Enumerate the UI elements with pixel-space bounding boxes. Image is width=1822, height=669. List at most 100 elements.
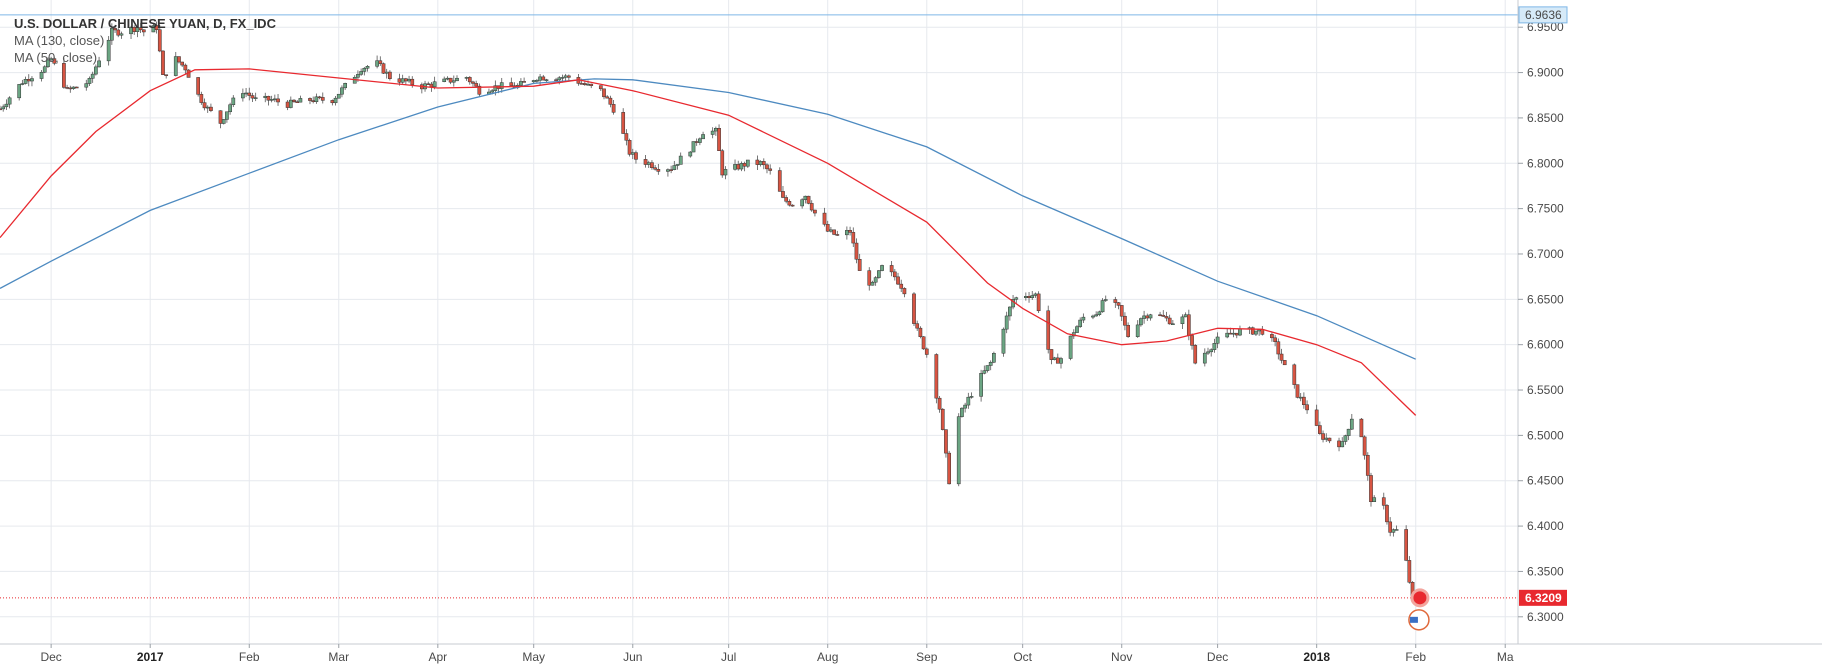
candle-down — [1145, 315, 1150, 319]
candle-down — [0, 108, 2, 111]
candle-up — [39, 71, 44, 79]
candle-down — [611, 104, 616, 113]
candle-up — [956, 416, 961, 485]
candle-down — [813, 209, 817, 214]
chart-symbol-title[interactable]: U.S. DOLLAR / CHINESE YUAN, D, FX_IDC — [14, 16, 276, 31]
candle-up — [244, 92, 248, 95]
candle-up — [106, 39, 111, 62]
candle-down — [541, 76, 546, 81]
candle-up — [288, 99, 293, 108]
candle-down — [381, 63, 386, 74]
candle-down — [653, 167, 657, 170]
candle-down — [1228, 332, 1233, 335]
candle-up — [314, 96, 319, 102]
candle-up — [531, 80, 536, 83]
candle-up — [445, 77, 450, 80]
candle-up — [119, 33, 124, 36]
candle-down — [944, 429, 948, 454]
candle-up — [1225, 332, 1230, 338]
price-axis-panel[interactable] — [1518, 0, 1822, 644]
candle-up — [30, 78, 34, 82]
candle-down — [250, 95, 255, 99]
legend-ma50[interactable]: MA (50, close) — [14, 50, 98, 65]
candle-down — [292, 99, 296, 102]
candle-down — [784, 197, 789, 202]
candle-up — [698, 138, 702, 143]
candle-down — [605, 96, 610, 99]
candle-down — [835, 234, 840, 236]
candle-up — [110, 28, 114, 41]
candle-up — [1324, 437, 1329, 440]
candle-up — [1078, 319, 1083, 327]
candle-down — [1046, 310, 1051, 350]
candle-up — [982, 370, 987, 374]
candle-down — [787, 201, 792, 206]
candle-down — [694, 141, 699, 143]
candle-down — [947, 452, 951, 485]
candle-down — [1362, 436, 1367, 456]
candle-down — [1385, 505, 1389, 523]
candle-up — [1148, 314, 1153, 319]
last-price-dot — [1410, 588, 1430, 608]
ma130-line — [0, 78, 1416, 360]
candle-down — [199, 94, 204, 103]
candle-down — [1036, 293, 1041, 312]
candle-down — [634, 152, 638, 160]
candle-down — [1049, 349, 1054, 360]
chart-legend: U.S. DOLLAR / CHINESE YUAN, D, FX_IDC MA… — [14, 15, 276, 66]
candle-down — [471, 81, 475, 84]
candle-down — [1193, 345, 1198, 364]
candle-up — [464, 77, 469, 79]
candle-up — [544, 79, 549, 81]
candle-down — [598, 85, 603, 90]
candle-down — [902, 288, 907, 295]
x-tick-label: Jun — [623, 650, 642, 664]
candle-down — [183, 64, 188, 71]
candle-up — [1180, 316, 1185, 325]
candle-down — [180, 61, 185, 66]
candle-down — [161, 50, 165, 75]
candle-up — [1030, 295, 1035, 298]
ma50-line — [0, 68, 1417, 416]
candle-down — [912, 293, 916, 324]
candle-up — [84, 83, 89, 88]
candle-down — [1314, 409, 1319, 426]
candle-down — [1123, 315, 1127, 326]
candle-down — [857, 259, 862, 271]
candle-up — [714, 128, 718, 132]
candle-up — [1033, 293, 1038, 296]
candle-down — [755, 159, 760, 165]
candle-down — [474, 83, 479, 87]
candle-down — [915, 323, 920, 329]
candle-down — [196, 77, 200, 95]
candle-down — [1113, 299, 1118, 303]
candle-up — [375, 60, 379, 67]
candle-up — [97, 60, 101, 68]
candle-up — [1081, 316, 1086, 321]
candle-down — [113, 28, 117, 31]
candle-up — [1343, 435, 1348, 442]
candle-up — [359, 71, 363, 75]
candle-down — [1359, 418, 1364, 438]
candle-down — [177, 56, 181, 63]
candle-up — [1023, 296, 1028, 298]
x-tick-label: Oct — [1013, 650, 1032, 664]
legend-ma130[interactable]: MA (130, close) — [14, 33, 105, 48]
x-tick-label: Apr — [428, 650, 447, 664]
candle-down — [388, 71, 392, 79]
candle-up — [519, 81, 523, 86]
candle-down — [627, 140, 632, 155]
candle-up — [272, 98, 277, 101]
candle-down — [1186, 314, 1191, 336]
candle-down — [809, 203, 814, 211]
candle-down — [736, 164, 741, 170]
candle-up — [876, 270, 881, 278]
earnings-flag-icon[interactable] — [1408, 588, 1430, 631]
candle-up — [241, 93, 245, 99]
candle-up — [992, 352, 996, 363]
candle-up — [365, 66, 370, 69]
candle-up — [723, 169, 728, 176]
candle-down — [650, 162, 654, 168]
candle-up — [231, 97, 236, 105]
